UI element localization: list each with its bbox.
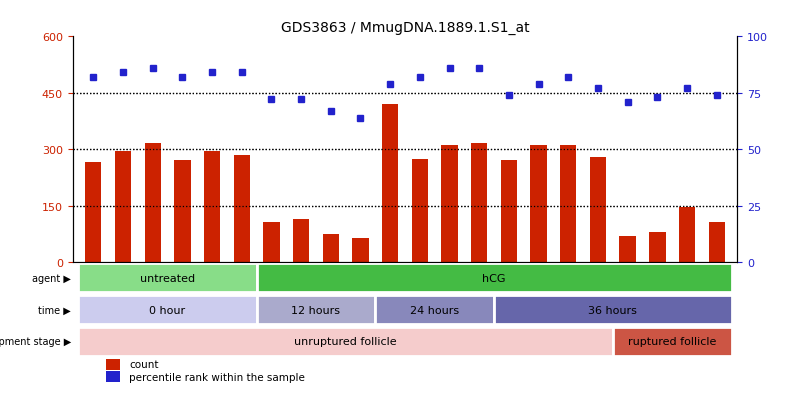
Bar <box>679 208 696 262</box>
Text: unruptured follicle: unruptured follicle <box>294 337 397 347</box>
Text: percentile rank within the sample: percentile rank within the sample <box>129 372 305 382</box>
Bar <box>471 144 488 262</box>
FancyBboxPatch shape <box>256 263 732 293</box>
Bar <box>560 146 576 262</box>
Bar <box>144 144 161 262</box>
Text: ruptured follicle: ruptured follicle <box>628 337 717 347</box>
Bar <box>708 223 725 262</box>
FancyBboxPatch shape <box>376 295 494 325</box>
Bar <box>322 234 339 262</box>
Text: 36 hours: 36 hours <box>588 305 638 315</box>
Bar <box>412 159 428 262</box>
Bar <box>590 157 606 262</box>
FancyBboxPatch shape <box>78 295 256 325</box>
Bar <box>620 236 636 262</box>
Bar <box>352 238 368 262</box>
Text: 12 hours: 12 hours <box>292 305 340 315</box>
Text: count: count <box>129 360 159 370</box>
FancyBboxPatch shape <box>78 263 256 293</box>
Text: development stage ▶: development stage ▶ <box>0 337 71 347</box>
Bar <box>501 161 517 262</box>
Bar <box>234 155 250 262</box>
FancyBboxPatch shape <box>494 295 732 325</box>
Bar <box>114 152 131 262</box>
Bar <box>106 371 120 382</box>
FancyBboxPatch shape <box>78 327 613 356</box>
Text: hCG: hCG <box>482 273 506 283</box>
Bar <box>204 152 220 262</box>
Title: GDS3863 / MmugDNA.1889.1.S1_at: GDS3863 / MmugDNA.1889.1.S1_at <box>280 21 530 35</box>
Bar <box>530 146 546 262</box>
Bar <box>442 146 458 262</box>
Bar <box>293 219 310 262</box>
Bar <box>174 161 190 262</box>
Bar <box>649 233 666 262</box>
Text: time ▶: time ▶ <box>39 305 71 315</box>
Bar <box>106 359 120 370</box>
Bar <box>85 163 102 262</box>
FancyBboxPatch shape <box>256 295 376 325</box>
Text: 0 hour: 0 hour <box>149 305 185 315</box>
Text: 24 hours: 24 hours <box>410 305 459 315</box>
Bar <box>382 105 398 262</box>
Text: agent ▶: agent ▶ <box>32 273 71 283</box>
FancyBboxPatch shape <box>613 327 732 356</box>
Bar <box>264 223 280 262</box>
Text: untreated: untreated <box>140 273 195 283</box>
